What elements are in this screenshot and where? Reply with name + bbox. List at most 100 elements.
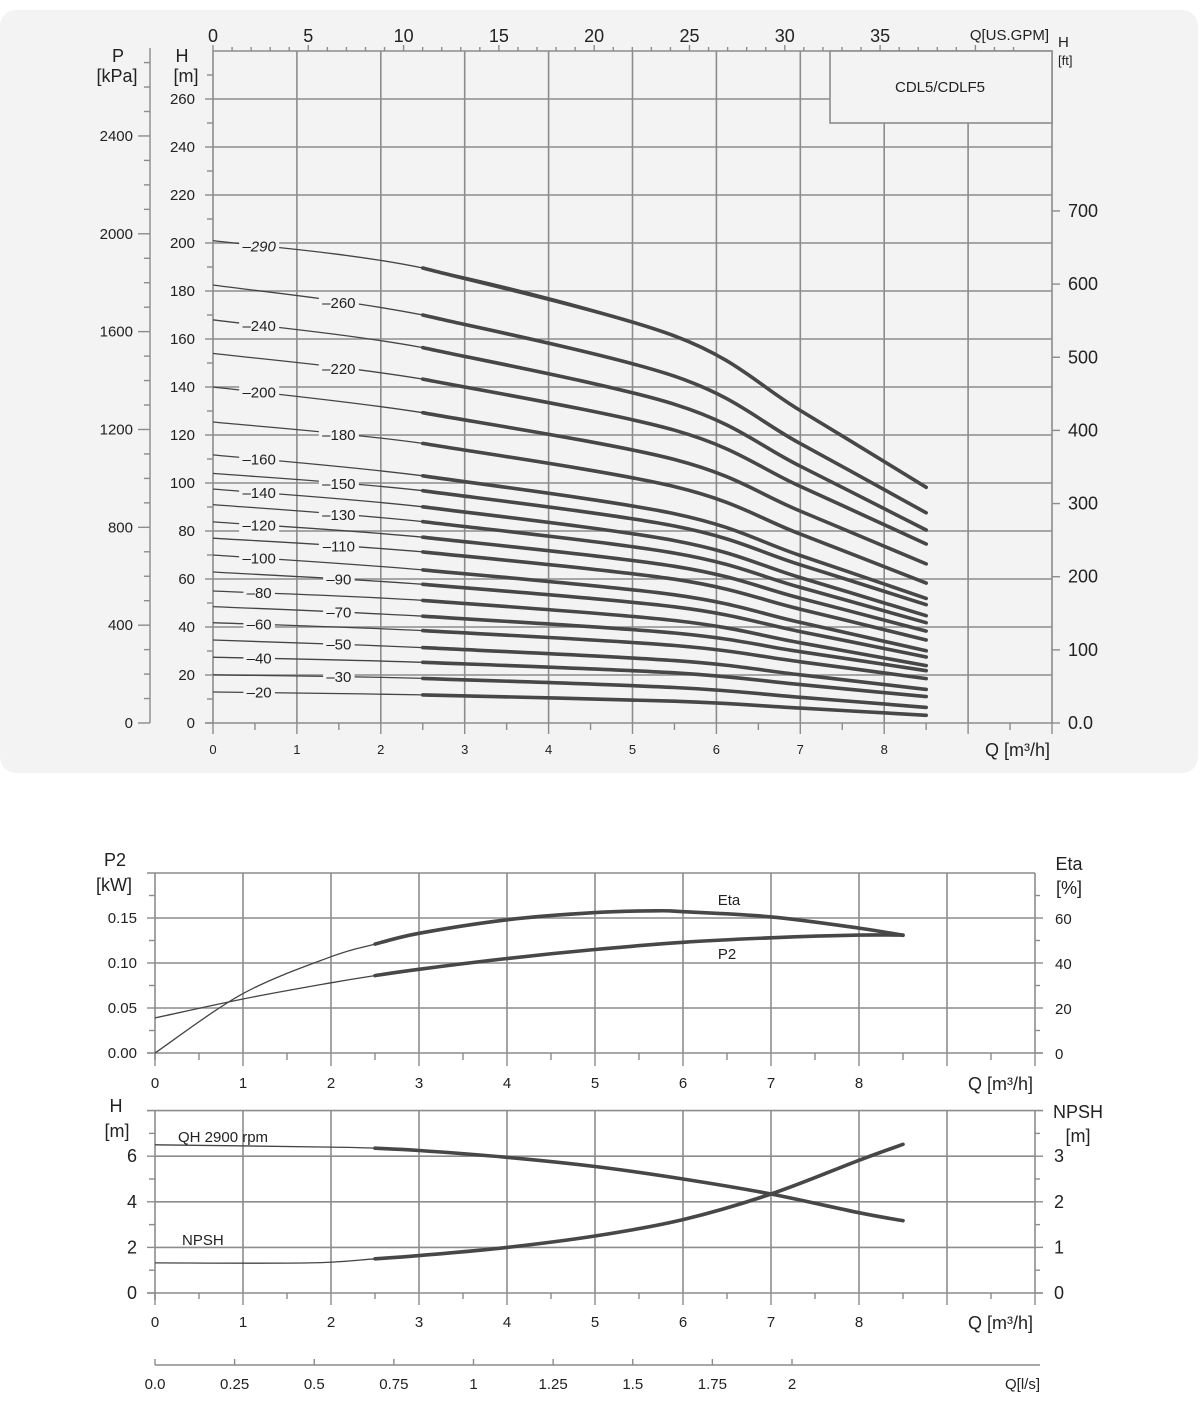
x-tick-label: 3 — [461, 742, 468, 757]
gpm-axis-label: Q[US.GPM] — [970, 27, 1049, 44]
y-tick-label: 6 — [127, 1146, 137, 1166]
y-tick-label: 140 — [170, 379, 195, 396]
ft-tick-label: 0.0 — [1068, 713, 1093, 733]
head-axis-name: H — [110, 1096, 123, 1116]
npsh-axis-name: NPSH — [1053, 1102, 1103, 1122]
curve-label: –200 — [242, 385, 275, 402]
gpm-tick-label: 0 — [208, 26, 218, 46]
qh-curve-operating — [421, 676, 928, 710]
ft-tick-label: 300 — [1068, 494, 1098, 514]
gpm-tick-label: 35 — [870, 26, 890, 46]
qh-curve-operating — [421, 568, 928, 653]
curve-label: –110 — [323, 538, 355, 555]
x-tick-label: 5 — [591, 1075, 599, 1092]
qh-curve-operating — [421, 410, 928, 566]
curve-label-bg — [318, 537, 359, 555]
curve-label-bg — [323, 570, 355, 588]
npsh-curve-label: NPSH — [182, 1232, 224, 1249]
eta-tick-label: 40 — [1055, 956, 1072, 973]
curve-label: –290 — [241, 239, 276, 256]
pressure-axis-name: P — [112, 46, 124, 66]
curve-label-bg — [318, 425, 359, 443]
y-tick-label: 0.00 — [108, 1045, 137, 1062]
y-tick-label: 80 — [178, 523, 195, 540]
curve-label: –160 — [242, 452, 275, 469]
gpm-tick-label: 10 — [394, 26, 414, 46]
npsh-axis-unit: [m] — [1066, 1126, 1091, 1146]
y-tick-label: 180 — [170, 283, 195, 300]
qh-curve-operating — [421, 535, 928, 633]
ft-axis-unit: [ft] — [1058, 53, 1072, 68]
ls-tick-label: 1.5 — [622, 1376, 643, 1393]
qh-curve-operating — [421, 488, 928, 607]
y-tick-label: 160 — [170, 331, 195, 348]
curve-label-bg — [239, 450, 280, 468]
curve-label: –90 — [326, 571, 351, 588]
curve-label-bg — [323, 603, 355, 621]
pressure-tick-label: 1600 — [100, 324, 133, 341]
curve-label-bg — [239, 483, 280, 501]
p2-axis-unit: [kW] — [96, 875, 132, 895]
curve-label: –20 — [247, 685, 272, 702]
qh-curve-operating — [421, 693, 928, 718]
curve-label: –70 — [326, 604, 351, 621]
y-tick-label: 4 — [127, 1192, 137, 1212]
ft-tick-label: 600 — [1068, 274, 1098, 294]
x-tick-label: 7 — [767, 1314, 775, 1331]
p2-curve-label: P2 — [718, 946, 736, 963]
curve-label: –60 — [247, 616, 272, 633]
y-tick-label: 0.10 — [108, 955, 137, 972]
qh-curve-operating — [421, 266, 928, 490]
x-tick-label: 0 — [151, 1075, 159, 1092]
x-tick-label: 4 — [503, 1314, 511, 1331]
ft-tick-label: 700 — [1068, 201, 1098, 221]
curve-label-bg — [239, 516, 280, 534]
curve-label: –240 — [242, 318, 275, 335]
qh-curve-operating — [421, 313, 928, 515]
qh-curve-operating — [421, 441, 928, 585]
qh-curve-operating — [421, 628, 928, 681]
ft-tick-label: 100 — [1068, 640, 1098, 660]
gpm-tick-label: 20 — [584, 26, 604, 46]
y-tick-label: 0 — [127, 1283, 137, 1303]
qh-curve-operating — [421, 598, 928, 668]
ls-tick-label: 1.75 — [698, 1376, 727, 1393]
x-tick-label: 2 — [327, 1314, 335, 1331]
gpm-tick-label: 25 — [679, 26, 699, 46]
eta-axis-unit: [%] — [1056, 878, 1082, 898]
x-tick-label: 2 — [377, 742, 384, 757]
p2-curve-full — [154, 934, 904, 1019]
curve-label-bg — [243, 649, 275, 667]
curve-label: –120 — [242, 517, 275, 534]
eta-tick-label: 20 — [1055, 1001, 1072, 1018]
qh-curve-label: QH 2900 rpm — [178, 1129, 268, 1146]
x-tick-label: 2 — [327, 1075, 335, 1092]
qh-curve-operating — [421, 550, 928, 642]
curve-label-bg — [239, 549, 280, 567]
curve-label-bg — [239, 383, 280, 401]
y-tick-label: 200 — [170, 235, 195, 252]
curve-label: –180 — [322, 427, 355, 444]
qh-curve-operating — [373, 1146, 905, 1223]
pressure-tick-label: 1200 — [100, 421, 133, 438]
y-tick-label: 220 — [170, 187, 195, 204]
curve-label-bg — [239, 237, 280, 255]
y-tick-label: 100 — [170, 475, 195, 492]
y-tick-label: 0 — [187, 715, 195, 732]
qh-curve-operating — [421, 505, 928, 618]
x-tick-label: 5 — [591, 1314, 599, 1331]
npsh-curve-operating — [373, 1142, 905, 1261]
qh-curve-operating — [421, 377, 928, 546]
pressure-tick-label: 800 — [108, 519, 133, 536]
p2-axis-name: P2 — [104, 850, 126, 870]
x-tick-label: 5 — [629, 742, 636, 757]
curve-label-bg — [318, 294, 359, 311]
curve-label-bg — [323, 667, 355, 685]
pressure-axis-unit: [kPa] — [96, 66, 137, 86]
gpm-tick-label: 30 — [775, 26, 795, 46]
curve-label: –100 — [242, 550, 275, 567]
x-tick-label: 1 — [293, 742, 300, 757]
x-tick-label: 6 — [679, 1075, 687, 1092]
curve-label: –150 — [322, 476, 355, 493]
x-axis-label: Q [m³/h] — [968, 1074, 1033, 1094]
